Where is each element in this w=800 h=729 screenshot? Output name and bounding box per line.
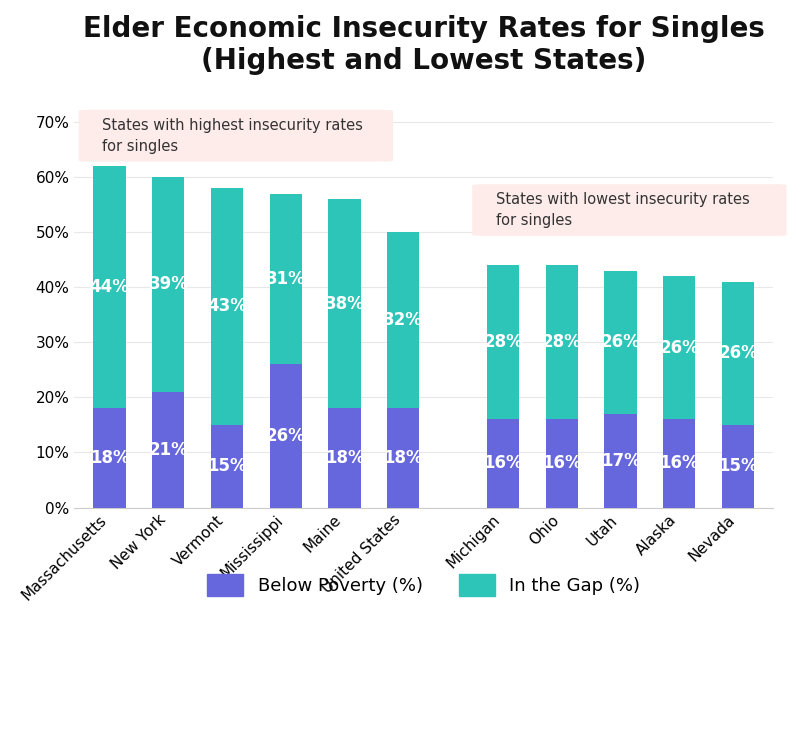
Text: 26%: 26%	[718, 344, 758, 362]
Text: States with lowest insecurity rates
for singles: States with lowest insecurity rates for …	[496, 192, 750, 228]
Bar	[663, 276, 695, 419]
Bar	[211, 188, 243, 425]
Text: 26%: 26%	[266, 427, 306, 445]
Text: 38%: 38%	[325, 295, 364, 313]
FancyBboxPatch shape	[78, 110, 393, 162]
Text: 16%: 16%	[483, 454, 523, 472]
Bar	[546, 265, 578, 419]
Text: 26%: 26%	[601, 333, 641, 351]
Bar	[387, 232, 419, 408]
Text: 26%: 26%	[659, 339, 699, 356]
Text: 18%: 18%	[90, 449, 130, 467]
Text: 15%: 15%	[207, 457, 247, 475]
Bar	[94, 166, 126, 408]
Text: 18%: 18%	[383, 449, 423, 467]
Text: 16%: 16%	[659, 454, 699, 472]
Bar	[270, 364, 302, 507]
Text: 16%: 16%	[542, 454, 582, 472]
Bar	[487, 419, 519, 507]
Bar	[487, 265, 519, 419]
Bar	[663, 419, 695, 507]
Text: 28%: 28%	[483, 333, 523, 351]
Bar	[211, 425, 243, 507]
Legend: Below Poverty (%), In the Gap (%): Below Poverty (%), In the Gap (%)	[189, 556, 658, 615]
Bar	[722, 425, 754, 507]
Text: 28%: 28%	[542, 333, 582, 351]
FancyBboxPatch shape	[472, 184, 786, 236]
Bar	[328, 408, 361, 507]
Bar	[387, 408, 419, 507]
Bar	[270, 194, 302, 364]
Text: 21%: 21%	[149, 441, 188, 459]
Bar	[152, 392, 185, 507]
Bar	[94, 408, 126, 507]
Text: 39%: 39%	[148, 276, 188, 294]
Text: 31%: 31%	[266, 270, 306, 288]
Title: Elder Economic Insecurity Rates for Singles
(Highest and Lowest States): Elder Economic Insecurity Rates for Sing…	[83, 15, 765, 75]
Bar	[605, 270, 637, 414]
Text: 44%: 44%	[90, 278, 130, 296]
Text: 17%: 17%	[601, 452, 641, 469]
Text: 32%: 32%	[383, 311, 423, 330]
Bar	[546, 419, 578, 507]
Text: 15%: 15%	[718, 457, 758, 475]
Text: 18%: 18%	[325, 449, 364, 467]
Text: 43%: 43%	[207, 297, 247, 316]
Bar	[152, 177, 185, 392]
Bar	[722, 281, 754, 425]
Text: States with highest insecurity rates
for singles: States with highest insecurity rates for…	[102, 117, 363, 154]
Bar	[605, 414, 637, 507]
Bar	[328, 199, 361, 408]
